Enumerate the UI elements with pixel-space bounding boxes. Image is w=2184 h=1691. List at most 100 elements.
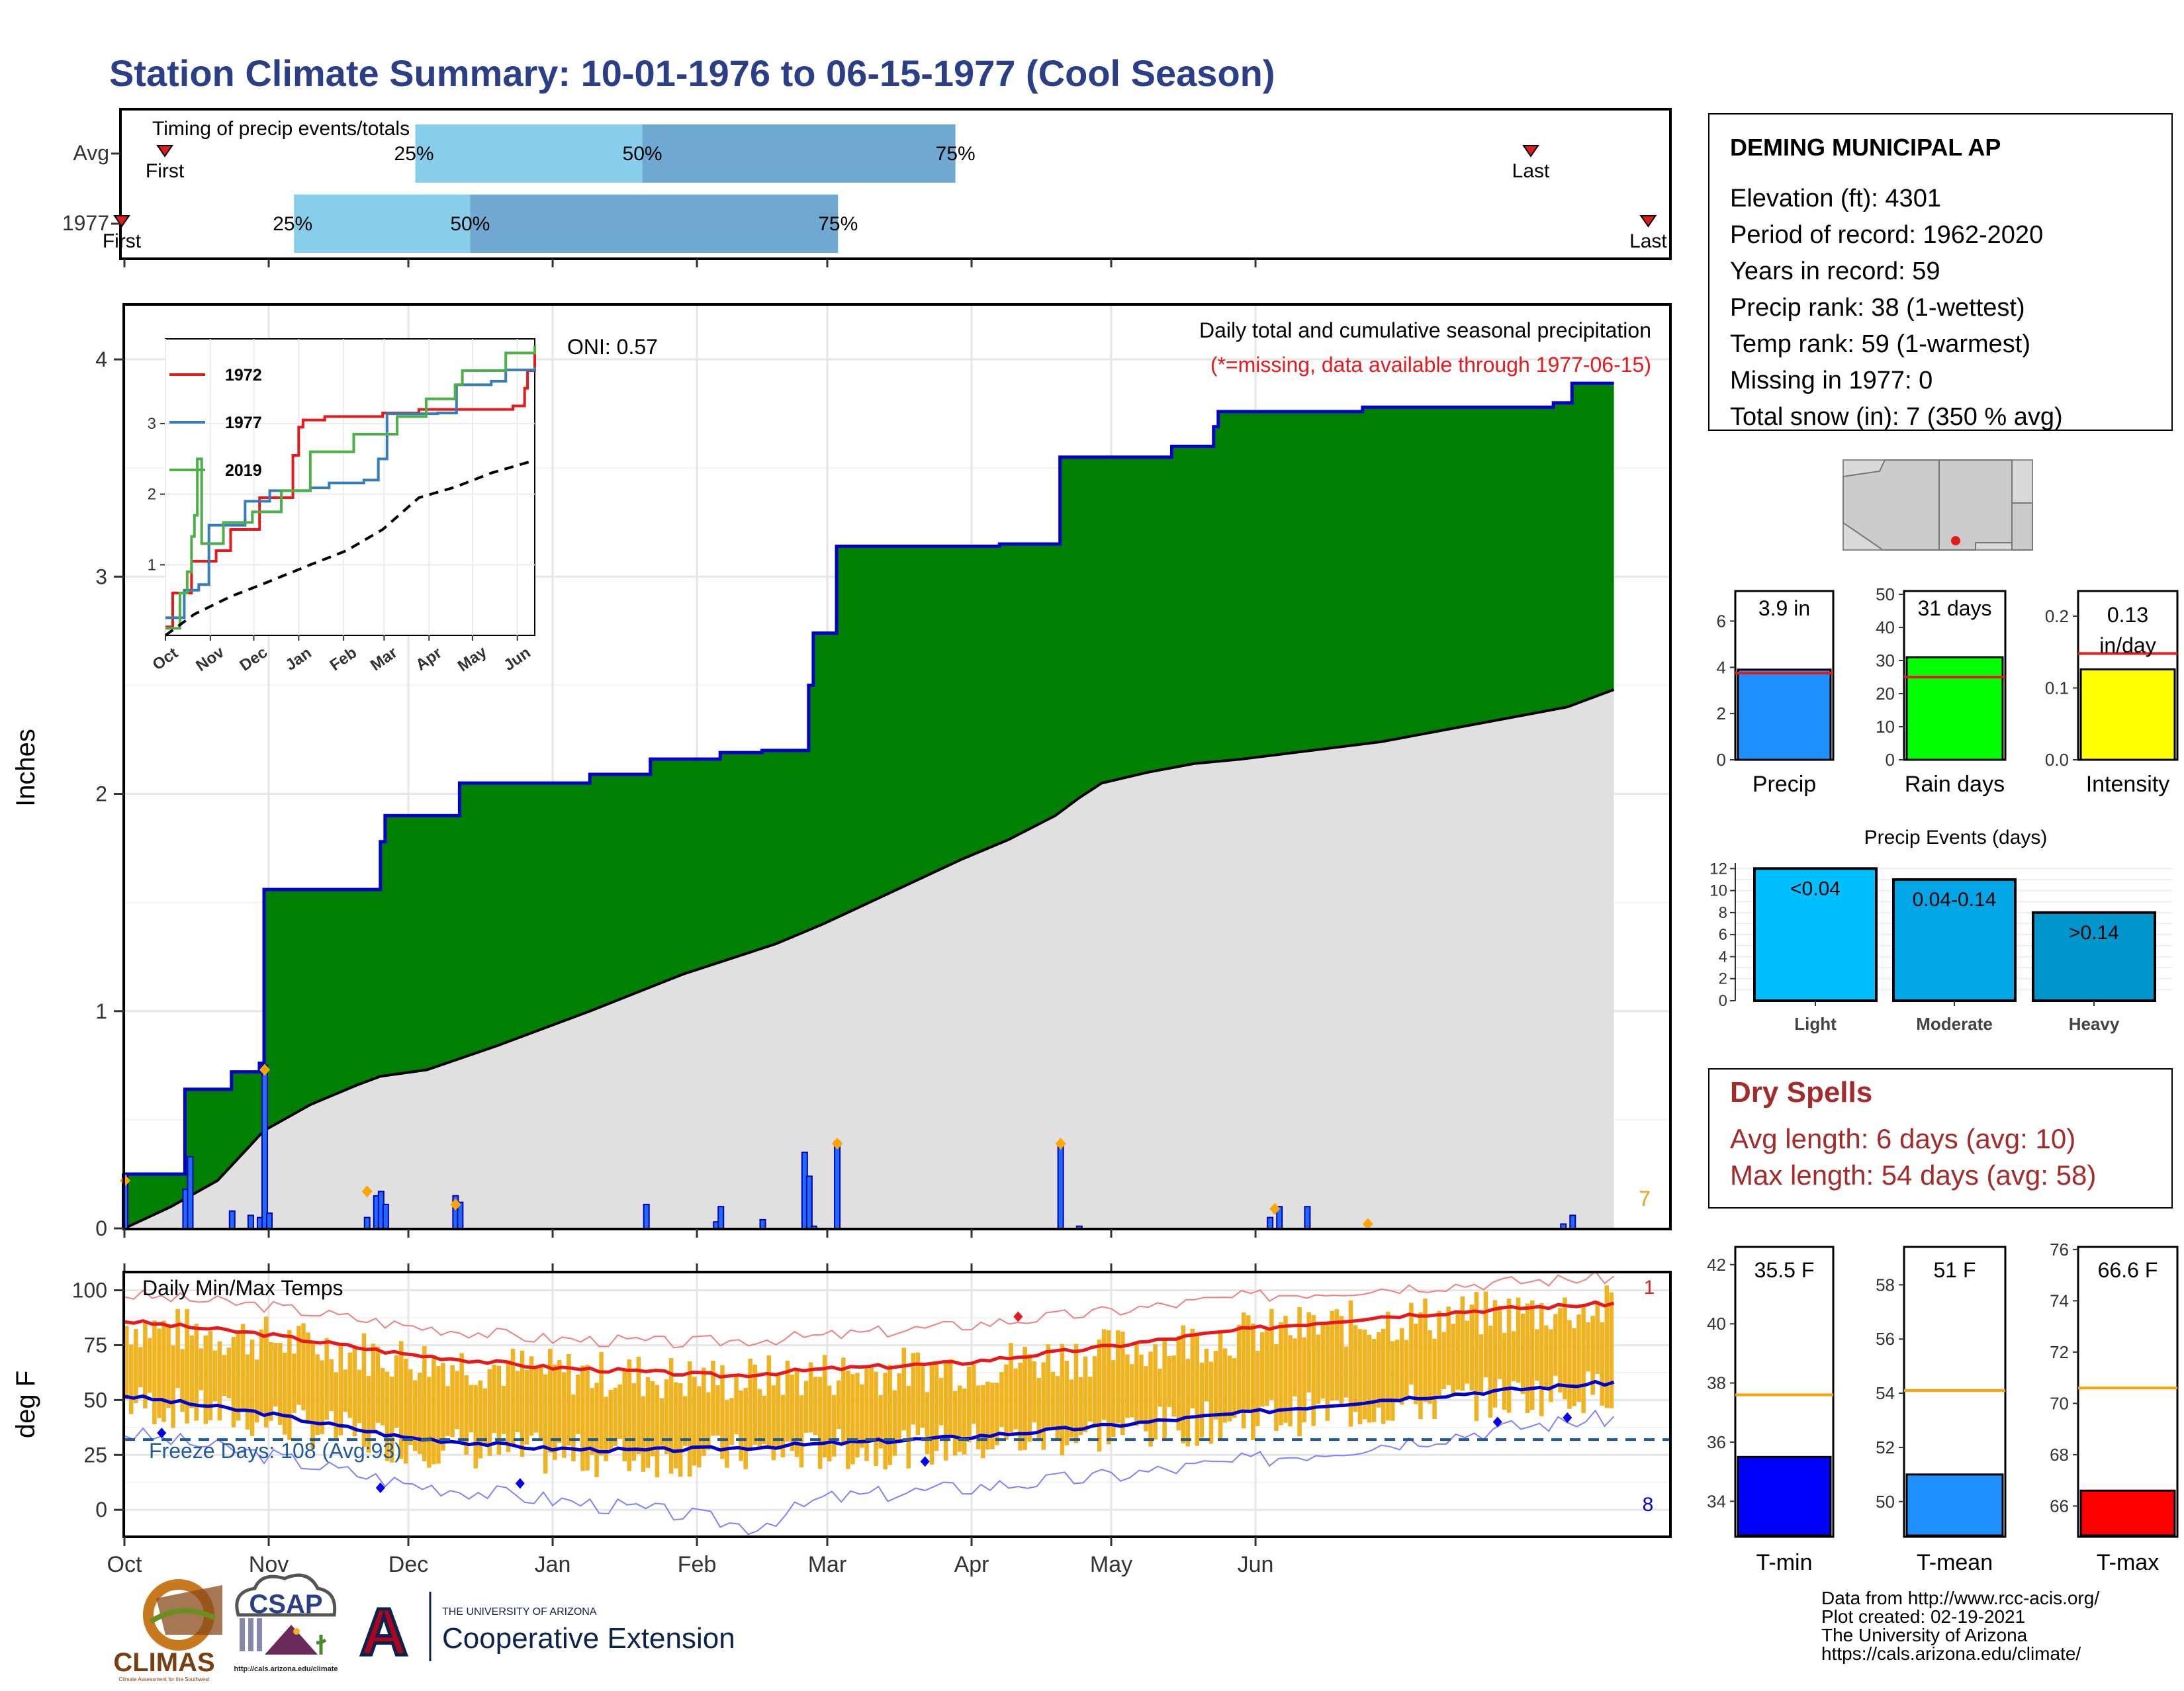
mini-chart-unit: in/day [2099, 633, 2156, 657]
daily-temp-bar [1265, 1328, 1269, 1406]
daily-temp-bar [1171, 1355, 1176, 1417]
precip-legend-text: Daily total and cumulative seasonal prec… [1199, 318, 1651, 342]
daily-temp-bar [962, 1388, 967, 1455]
daily-temp-bar [887, 1365, 892, 1465]
daily-temp-bar [1176, 1336, 1181, 1431]
timing-marker-first [113, 215, 130, 228]
temp-mini-bar [2079, 1489, 2176, 1537]
daily-temp-bar [1251, 1323, 1255, 1441]
daily-temp-bar [273, 1342, 278, 1407]
daily-temp-bar [1511, 1331, 1516, 1381]
daily-temp-bar [329, 1359, 334, 1411]
events-ytick-label: 0 [1719, 992, 1727, 1010]
daily-temp-bar [1600, 1322, 1604, 1406]
daily-temp-bar [1125, 1354, 1130, 1418]
events-ytick-label: 10 [1709, 882, 1727, 900]
precip-summary-charts: 0 2 4 6 3.9 in Precip 0 10 20 30 40 50 31 days Rain d… [1717, 584, 2179, 797]
daily-temp-bar [1567, 1320, 1572, 1409]
daily-temp-bar [1060, 1344, 1065, 1455]
daily-temp-bar [492, 1365, 497, 1434]
daily-temp-bar [1148, 1351, 1153, 1447]
daily-temp-bar [1306, 1312, 1311, 1393]
month-label: Jun [1238, 1552, 1274, 1577]
daily-temp-bar [553, 1364, 557, 1460]
inset-legend-label: 1972 [225, 366, 262, 385]
daily-temp-bar [1297, 1307, 1302, 1437]
mini-chart-ytick-label: 4 [1717, 657, 1726, 677]
daily-temp-bar [138, 1347, 143, 1388]
daily-temp-bar [263, 1316, 269, 1428]
mini-chart-ytick-label: 0.0 [2045, 750, 2069, 770]
daily-temp-bar [1376, 1332, 1381, 1408]
temp-ytick-label: 100 [72, 1279, 107, 1303]
daily-temp-bar [422, 1346, 427, 1462]
daily-temp-bar [874, 1371, 878, 1466]
mini-chart-ytick-label: 2 [1717, 704, 1726, 723]
timing-label-25: 25% [273, 213, 312, 235]
precip-missing-note: (*=missing, data available through 1977-… [1210, 353, 1651, 377]
daily-temp-bar [375, 1346, 381, 1423]
daily-temp-bar [883, 1373, 887, 1470]
daily-temp-bar [938, 1377, 944, 1426]
events-ytick-label: 6 [1719, 926, 1727, 944]
daily-temp-bar [1343, 1346, 1349, 1398]
daily-temp-bar [757, 1389, 762, 1450]
daily-temp-bar [837, 1380, 841, 1429]
daily-temp-bar [1241, 1312, 1246, 1429]
daily-temp-bar [1330, 1310, 1335, 1401]
events-ytick-label: 4 [1719, 948, 1727, 966]
inset-series-2019 [165, 345, 536, 630]
events-ytick-label: 8 [1719, 904, 1727, 922]
daily-temp-bar [1320, 1324, 1325, 1399]
mini-chart-bar [1737, 668, 1832, 761]
daily-temp-bar [729, 1398, 734, 1445]
daily-temp-bar [1185, 1359, 1191, 1447]
events-ytick-label: 12 [1709, 860, 1727, 878]
daily-temp-bar [166, 1326, 171, 1408]
daily-temp-bar [1581, 1304, 1586, 1414]
daily-temp-bar [217, 1341, 222, 1421]
inset-ytick-label: 3 [148, 415, 156, 433]
daily-temp-bar [920, 1365, 925, 1428]
daily-temp-bar [641, 1396, 646, 1472]
station-name: DEMING MUNICIPAL AP [1730, 134, 2001, 161]
timing-label-last: Last [1629, 230, 1667, 252]
daily-temp-bar [1357, 1329, 1363, 1424]
mini-chart-value: 3.9 in [1758, 596, 1810, 620]
daily-temp-bar [1041, 1362, 1046, 1450]
university-of-arizona-logo: A THE UNIVERSITY OF ARIZONA Cooperative … [358, 1592, 735, 1671]
daily-temp-bar [1255, 1350, 1260, 1426]
daily-temp-bar [1050, 1371, 1056, 1428]
page-title: Station Climate Summary: 10-01-1976 to 0… [109, 52, 1275, 94]
temp-frame [122, 1271, 1672, 1538]
daily-temp-bar [706, 1392, 711, 1450]
daily-temp-bar [134, 1329, 138, 1404]
timing-row-label-avg: Avg [73, 141, 109, 165]
daily-temp-bar [725, 1400, 729, 1468]
month-label: Mar [808, 1552, 847, 1577]
daily-temp-bar [254, 1359, 259, 1423]
daily-temp-bar [911, 1353, 916, 1425]
daily-temp-bar [1279, 1322, 1283, 1426]
timing-row-label-1977: 1977 [62, 211, 109, 235]
month-label: May [1090, 1552, 1132, 1577]
daily-temp-bar [175, 1308, 180, 1389]
daily-temp-bar [315, 1354, 320, 1436]
daily-temp-bar [371, 1344, 376, 1430]
timing-bar-q1-q2 [415, 124, 643, 183]
temp-mini-ytick-label: 72 [2050, 1342, 2069, 1362]
daily-temp-bar [832, 1394, 837, 1457]
record-low-marker [1492, 1416, 1502, 1428]
events-title: Precip Events (days) [1864, 827, 2048, 848]
daily-temp-bar [1087, 1376, 1093, 1422]
temp-mini-ytick-label: 38 [1707, 1373, 1726, 1393]
daily-precip-bar [247, 1214, 254, 1230]
daily-temp-bar [1404, 1340, 1409, 1400]
temp-mini-value: 35.5 F [1754, 1258, 1815, 1282]
mini-chart-ytick-label: 0 [1886, 750, 1895, 770]
daily-temp-bar [398, 1341, 404, 1459]
ua-small-text: THE UNIVERSITY OF ARIZONA [442, 1606, 597, 1618]
climas-tagline: Climate Assessment for the Southwest [119, 1676, 210, 1682]
daily-temp-bar [846, 1370, 850, 1469]
daily-temp-bar [771, 1385, 776, 1461]
